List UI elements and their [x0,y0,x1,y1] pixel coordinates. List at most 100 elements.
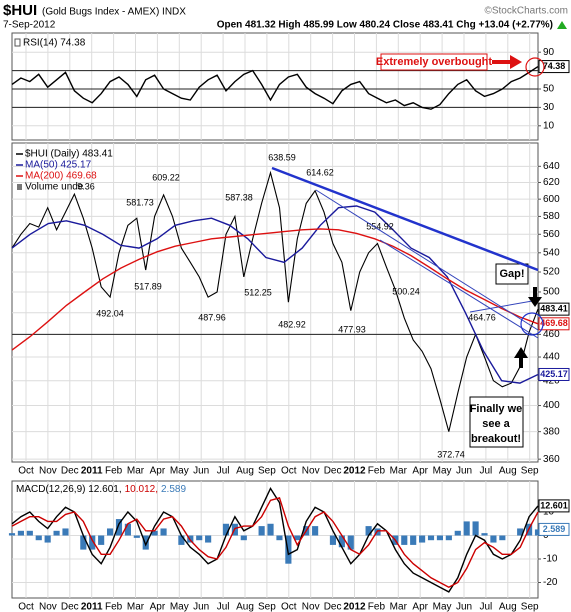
y-tick-label: 460 [543,329,560,340]
rsi-frame [11,32,539,141]
histogram-bar [463,521,470,536]
annotation-box [380,53,488,71]
y-tick-label: 520 [543,267,560,278]
trend-line [271,166,539,272]
x-tick-label: Sep [258,602,276,612]
histogram-bar [472,521,479,536]
histogram-bar [285,535,292,564]
x-tick-label: Nov [302,466,320,477]
annotation-layer [271,55,545,368]
x-tick-label: May [170,466,189,477]
x-tick-label: Oct [18,602,34,612]
y-tick-label: 380 [543,426,560,437]
histogram-bar [276,535,283,541]
peak-label: 609.22 [152,172,180,182]
peak-label: 9.36 [77,181,95,191]
histogram-bar [240,535,247,541]
legend-label: Volume unde [25,182,84,193]
histogram-bar [8,533,16,536]
x-tick-label: Feb [105,466,123,477]
x-tick-label: Oct [18,466,34,477]
value-box-label: 12.601 [540,500,568,510]
histogram-bar [410,535,417,545]
y-tick-label: 50 [543,84,555,95]
histogram-bar [106,528,114,536]
series-line [11,205,539,384]
x-tick-label: 2012 [343,602,366,612]
peak-label: 500.24 [392,286,420,296]
peak-label: 487.96 [198,312,226,322]
series-line [11,228,539,351]
y-tick-label: 90 [543,47,555,58]
peak-label: 587.38 [225,192,253,202]
y-tick-label: 30 [543,102,555,113]
series-line [11,497,539,588]
value-box-label: 483.41 [540,304,568,314]
value-box [538,367,570,381]
peak-label: 614.62 [306,167,334,177]
highlight-circle [525,57,545,77]
macd-label-part: MACD(12,26,9) 12.601, [16,484,122,495]
histogram-bar [35,535,42,541]
peak-label: 492.04 [96,308,124,318]
x-tick-label: Mar [390,466,408,477]
x-tick-label: 2012 [343,466,366,477]
y-tick-label: -20 [543,577,558,588]
peak-label: 581.73 [126,197,154,207]
series-line [11,487,539,593]
index-name: (Gold Bugs Index - AMEX) INDX [42,7,186,18]
histogram-bar [490,535,497,543]
histogram-bar [312,526,319,536]
value-box-label: 469.68 [540,318,568,328]
histogram-bar [517,528,524,536]
macd-label: MACD(12,26,9) 12.601, 10.012, 2.589 [16,484,186,495]
y-tick-label: 600 [543,194,560,205]
x-tick-label: Jul [480,602,493,612]
arrow-head [528,297,542,307]
peak-label: 482.92 [278,319,306,329]
y-tick-label: 580 [543,211,560,222]
histogram-bar [26,530,33,536]
y-tick-label: 360 [543,454,560,465]
up-icon [557,21,567,29]
x-tick-label: Aug [499,602,517,612]
histogram-bar [258,526,265,536]
peak-label: 638.59 [268,152,296,162]
peak-label: 554.92 [366,221,394,231]
x-tick-label: Dec [324,602,342,612]
histogram-bar [329,535,337,545]
x-tick-label: Jun [456,602,472,612]
annotation: breakout! [471,433,521,445]
annotation-box [469,396,524,448]
histogram-bar [98,535,105,545]
highlight-circle [520,312,544,336]
histogram-bar [427,535,435,541]
histogram-bar [436,535,444,541]
x-tick-label: Jul [480,466,493,477]
credit: ©StockCharts.com [484,6,568,17]
x-tick-label: Feb [368,602,386,612]
x-tick-label: Jun [456,466,472,477]
x-tick-label: Apr [412,602,428,612]
histogram-bar [160,528,167,536]
x-tick-label: Feb [105,602,123,612]
histogram-bar [44,535,51,543]
rsi-icon [14,38,21,47]
trend-line [379,239,539,339]
x-tick-label: Mar [127,602,145,612]
histogram-bar [499,535,506,541]
histogram-bar [53,530,60,536]
arrow-head [510,55,522,69]
histogram-bar [222,523,230,536]
histogram-bar [401,535,408,545]
annotation: Extremely overbought [376,56,492,68]
x-tick-label: Aug [236,466,254,477]
y-tick-label: 440 [543,352,560,363]
value-box [538,60,570,74]
histogram-bar [151,530,158,536]
x-tick-label: Dec [61,602,79,612]
histogram-bar [124,523,131,536]
symbol: $HUI [3,2,37,19]
annotation: Gap! [499,268,524,280]
value-box [538,302,570,316]
